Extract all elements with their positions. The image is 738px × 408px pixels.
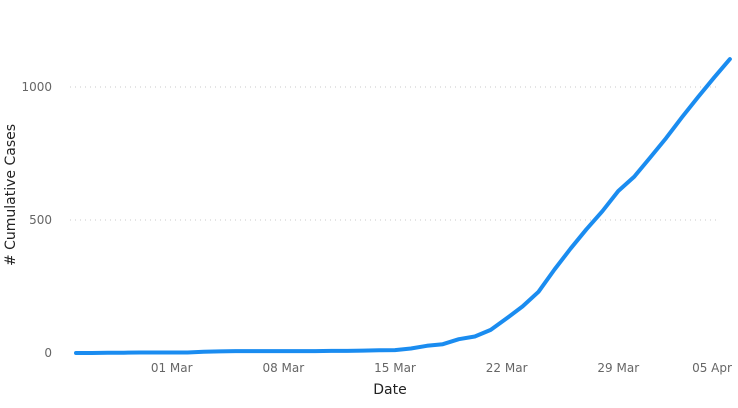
series-line-0: [76, 59, 730, 353]
x-tick-label: 15 Mar: [374, 361, 416, 375]
x-tick-labels: 01 Mar 08 Mar 15 Mar 22 Mar 29 Mar 05 Apr: [151, 361, 732, 375]
x-tick-label: 29 Mar: [597, 361, 639, 375]
x-tick-label: 01 Mar: [151, 361, 193, 375]
y-tick-label: 500: [29, 213, 52, 227]
y-tick-label: 0: [44, 346, 52, 360]
gridlines: [70, 87, 720, 220]
series: [76, 59, 730, 353]
x-axis-title: Date: [373, 382, 406, 398]
y-tick-labels: 0 500 1000: [21, 80, 52, 360]
y-axis-title: # Cumulative Cases: [3, 124, 19, 266]
y-tick-label: 1000: [21, 80, 52, 94]
x-tick-label: 22 Mar: [486, 361, 528, 375]
x-tick-label: 05 Apr: [692, 361, 732, 375]
x-tick-label: 08 Mar: [262, 361, 304, 375]
